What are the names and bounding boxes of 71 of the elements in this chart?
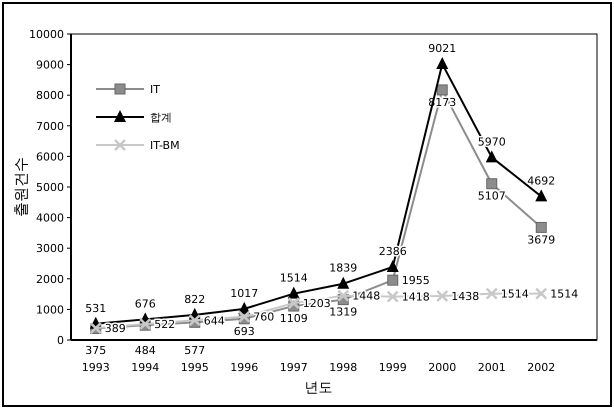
data-label: 1203: [302, 297, 331, 310]
data-label: 484: [134, 344, 156, 357]
y-tick-label: 10000: [29, 28, 64, 41]
data-label: 1109: [280, 312, 308, 326]
y-tick-label: 1000: [36, 303, 64, 316]
data-label: 1319: [329, 306, 358, 319]
point: [436, 56, 448, 69]
y-tick-label: 7000: [36, 120, 64, 133]
x-axis-title: 년도: [304, 380, 332, 396]
data-label: 9021: [428, 42, 456, 55]
data-label: 389: [104, 322, 126, 336]
data-label: 1448: [352, 290, 380, 303]
point: [288, 296, 300, 310]
legend-label: IT: [150, 83, 160, 96]
point: [288, 286, 300, 299]
data-label: 822: [184, 292, 206, 306]
point: [188, 314, 201, 327]
x-tick-label: 1997: [280, 361, 308, 374]
data-label: 577: [184, 344, 206, 357]
point: [337, 276, 350, 289]
x-tick-label: 2002: [527, 361, 556, 374]
data-label: 1017: [230, 286, 258, 300]
y-tick-label: 5000: [36, 181, 64, 194]
data-label: 1514: [280, 272, 308, 285]
point: [486, 287, 498, 300]
data-label: 1514: [550, 288, 578, 301]
data-label: 3679: [527, 233, 556, 246]
data-label: 522: [154, 318, 176, 332]
data-label: 644: [204, 314, 225, 328]
point: [535, 287, 548, 300]
data-label: 693: [234, 324, 255, 338]
data-label: 1418: [402, 290, 430, 304]
point: [486, 150, 498, 162]
point: [436, 290, 448, 302]
y-tick-label: 4000: [36, 212, 64, 225]
x-tick-label: 1996: [230, 361, 258, 374]
data-label: 1438: [451, 290, 480, 303]
legend-label: IT-BM: [150, 139, 180, 152]
point: [536, 222, 547, 233]
data-label: 760: [253, 310, 274, 324]
legend-label: 합계: [150, 111, 172, 124]
point: [337, 289, 350, 302]
data-label: 1839: [329, 262, 358, 275]
x-tick-label: 1993: [82, 361, 110, 374]
data-label: 375: [85, 344, 106, 357]
x-tick-label: 1998: [329, 361, 358, 374]
point: [238, 310, 250, 323]
y-tick-label: 8000: [36, 89, 64, 102]
x-tick-label: 2000: [428, 361, 456, 374]
data-label: 1514: [500, 288, 529, 301]
point: [386, 260, 399, 272]
x-tick-label: 1999: [378, 361, 407, 374]
data-label: 1955: [402, 274, 430, 288]
point: [486, 178, 498, 190]
data-label: 531: [85, 302, 106, 315]
x-tick-label: 1994: [131, 361, 160, 374]
point: [386, 290, 399, 303]
y-tick-label: 9000: [36, 58, 64, 72]
x-tick-label: 2001: [478, 361, 506, 374]
y-tick-label: 0: [57, 334, 64, 347]
x-tick-label: 1995: [180, 361, 209, 374]
point: [436, 84, 448, 96]
y-tick-label: 2000: [36, 272, 64, 286]
point: [535, 189, 548, 202]
point: [387, 274, 398, 286]
data-label: 5107: [478, 190, 506, 203]
y-axis-title: 출원건수: [12, 157, 30, 217]
data-label: 676: [134, 297, 156, 310]
data-label: 4692: [527, 174, 556, 188]
y-tick-label: 3000: [36, 242, 64, 256]
y-tick-label: 6000: [36, 150, 64, 164]
